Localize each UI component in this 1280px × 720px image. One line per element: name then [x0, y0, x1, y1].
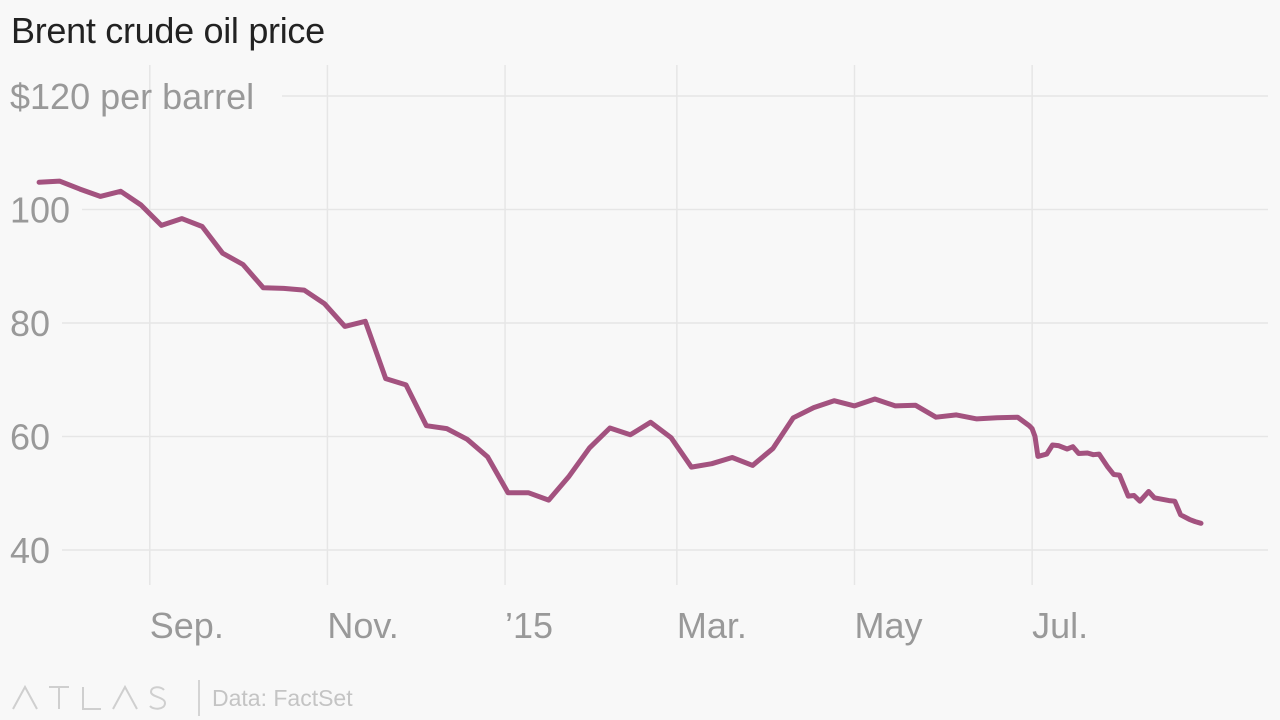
footer-divider [198, 680, 200, 716]
y-tick-label-60: 60 [10, 417, 50, 458]
grid [62, 65, 1268, 585]
y-tick-label-80: 80 [10, 303, 50, 344]
chart-title: Brent crude oil price [11, 10, 325, 51]
y-axis-labels: 40 60 80 100 $120 per barrel [10, 76, 254, 571]
atlas-logo-icon [12, 684, 167, 710]
x-axis-labels: Sep. Nov. ’15 Mar. May Jul. [150, 605, 1088, 646]
series-line-0 [36, 178, 1204, 526]
x-tick-label: Nov. [327, 605, 398, 646]
data-source: Data: FactSet [212, 685, 353, 711]
x-tick-label: Mar. [677, 605, 747, 646]
y-tick-label-100: 100 [10, 190, 70, 231]
series-group [36, 178, 1204, 526]
y-tick-label-40: 40 [10, 530, 50, 571]
y-tick-label-120: $120 per barrel [10, 76, 254, 117]
x-tick-label: ’15 [505, 605, 553, 646]
x-tick-label: May [854, 605, 922, 646]
x-tick-label: Sep. [150, 605, 224, 646]
x-tick-label: Jul. [1032, 605, 1088, 646]
